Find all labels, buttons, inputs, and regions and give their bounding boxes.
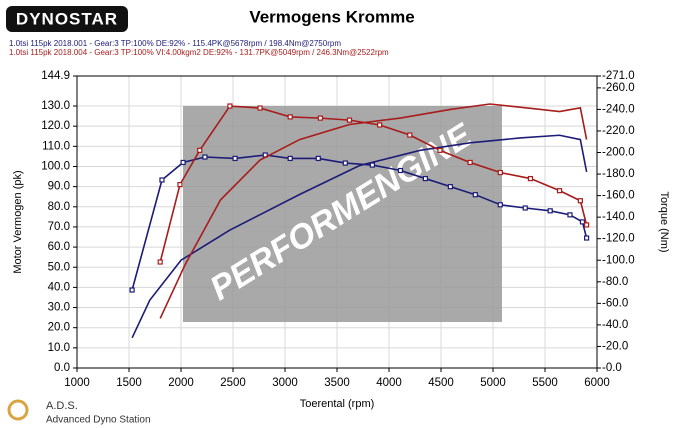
point-marker bbox=[377, 122, 383, 128]
point-marker bbox=[159, 177, 165, 183]
x-tick-label: 2000 bbox=[168, 377, 194, 389]
point-marker bbox=[527, 175, 534, 182]
y-tick-label: 80.0 bbox=[48, 201, 70, 213]
y2-tick-label: -240.0 bbox=[602, 103, 635, 115]
torque-line bbox=[131, 134, 588, 339]
point-marker bbox=[232, 155, 238, 162]
y2-tick-label: -200.0 bbox=[602, 147, 635, 159]
y2-tick-label: -60.0 bbox=[602, 297, 628, 309]
y2-tick-label: -160.0 bbox=[602, 190, 635, 202]
point-marker bbox=[180, 159, 186, 166]
y2-tick-label: -180.0 bbox=[602, 168, 635, 180]
y-tick-label: 144.9 bbox=[41, 70, 70, 82]
y2-tick-label: -40.0 bbox=[602, 319, 628, 331]
y2-tick-label: -20.0 bbox=[602, 340, 628, 352]
y-tick-label: 30.0 bbox=[48, 302, 70, 314]
point-marker bbox=[472, 192, 478, 198]
point-marker bbox=[447, 184, 453, 190]
logo-box bbox=[6, 6, 128, 32]
point-marker bbox=[583, 222, 590, 228]
x-tick-label: 5000 bbox=[480, 377, 506, 389]
point-marker bbox=[287, 155, 293, 162]
y2-tick-label: -260.0 bbox=[602, 82, 635, 94]
y-tick-label: 40.0 bbox=[48, 281, 70, 293]
y-tick-label: 10.0 bbox=[48, 342, 70, 354]
y-tick-label: 60.0 bbox=[48, 241, 70, 253]
point-marker bbox=[583, 235, 590, 241]
point-marker bbox=[567, 212, 573, 218]
plot-frame bbox=[76, 75, 598, 369]
footer-subtitle: Advanced Dyno Station bbox=[46, 415, 151, 426]
point-marker bbox=[497, 169, 503, 176]
torque-line bbox=[159, 103, 588, 319]
legend-entry: 1.0tsi 115pk 2018.001 - Gear:3 TP:100% D… bbox=[9, 39, 341, 48]
watermark-box bbox=[183, 106, 502, 322]
point-marker bbox=[177, 182, 183, 188]
x-tick-label: 1000 bbox=[64, 377, 90, 389]
y-tick-label: 110.0 bbox=[42, 140, 70, 152]
y-tick-label: 0.0 bbox=[54, 362, 70, 374]
x-axis-label: Toerental (rpm) bbox=[300, 398, 375, 410]
ads-logo bbox=[7, 399, 29, 421]
y2-tick-label: -100.0 bbox=[602, 254, 635, 266]
y2-tick-label: -271.0 bbox=[602, 70, 635, 82]
point-marker bbox=[315, 155, 321, 162]
y-axis-label: Motor Vermogen (pk) bbox=[12, 170, 24, 273]
point-marker bbox=[437, 147, 443, 153]
y2-tick-label: -120.0 bbox=[602, 233, 635, 245]
point-marker bbox=[397, 167, 404, 174]
y-tick-label: 70.0 bbox=[48, 221, 70, 233]
legend-entry: 1.0tsi 115pk 2018.004 - Gear:3 TP:100% V… bbox=[9, 48, 389, 57]
point-marker bbox=[227, 103, 233, 109]
point-marker bbox=[497, 202, 503, 208]
y2-tick-label: -0.0 bbox=[602, 362, 622, 374]
point-marker bbox=[407, 132, 413, 138]
point-marker bbox=[346, 117, 353, 123]
x-tick-label: 2500 bbox=[220, 377, 246, 389]
x-tick-label: 4500 bbox=[428, 377, 454, 389]
y-tick-label: 120.0 bbox=[41, 120, 70, 132]
y2-tick-label: -80.0 bbox=[602, 276, 628, 288]
y2-tick-label: -140.0 bbox=[602, 211, 635, 223]
point-marker bbox=[422, 175, 428, 182]
point-marker bbox=[467, 159, 473, 166]
y-tick-label: 130.0 bbox=[41, 100, 70, 112]
point-marker bbox=[129, 287, 135, 293]
point-marker bbox=[287, 114, 293, 120]
point-marker bbox=[556, 188, 563, 194]
point-marker bbox=[202, 154, 208, 160]
x-tick-label: 1500 bbox=[116, 377, 142, 389]
y-tick-label: 100.0 bbox=[41, 161, 70, 173]
power-line bbox=[131, 154, 588, 291]
y-tick-label: 50.0 bbox=[48, 261, 70, 273]
x-tick-label: 5500 bbox=[532, 377, 558, 389]
x-tick-label: 4000 bbox=[376, 377, 402, 389]
point-marker bbox=[317, 115, 323, 121]
point-marker bbox=[547, 208, 553, 214]
x-tick-label: 3500 bbox=[324, 377, 350, 389]
chart-title: Vermogens Kromme bbox=[249, 7, 414, 26]
point-marker bbox=[197, 147, 203, 153]
point-marker bbox=[579, 219, 586, 225]
point-marker bbox=[157, 259, 163, 265]
y2-tick-label: -220.0 bbox=[602, 125, 635, 137]
x-tick-label: 3000 bbox=[272, 377, 298, 389]
footer-title: A.D.S. bbox=[46, 400, 78, 412]
point-marker bbox=[257, 105, 263, 111]
point-marker bbox=[342, 160, 348, 166]
point-marker bbox=[369, 162, 375, 168]
logo: DYNOSTAR bbox=[16, 9, 118, 28]
y2-axis-label: Torque (Nm) bbox=[658, 191, 670, 252]
x-tick-label: 6000 bbox=[584, 377, 610, 389]
point-marker bbox=[577, 198, 583, 204]
y-tick-label: 90.0 bbox=[48, 181, 70, 193]
y-tick-label: 20.0 bbox=[48, 322, 70, 334]
point-marker bbox=[522, 205, 528, 211]
